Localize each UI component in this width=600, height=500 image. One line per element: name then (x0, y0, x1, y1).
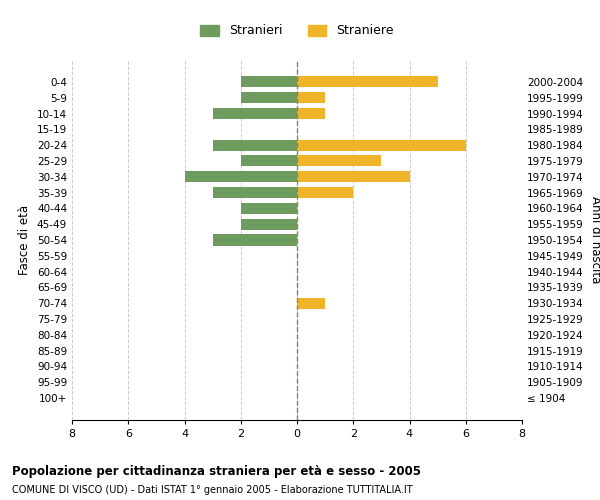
Bar (297, 187, 353, 198)
Bar (241, 218, 297, 230)
Bar (241, 92, 297, 103)
Bar (297, 298, 325, 309)
Bar (185, 171, 297, 182)
Bar (297, 171, 409, 182)
Bar (297, 108, 325, 119)
Bar (297, 156, 382, 166)
Bar (241, 156, 297, 166)
Text: COMUNE DI VISCO (UD) - Dati ISTAT 1° gennaio 2005 - Elaborazione TUTTITALIA.IT: COMUNE DI VISCO (UD) - Dati ISTAT 1° gen… (12, 485, 413, 495)
Bar (212, 108, 297, 119)
Legend: Stranieri, Straniere: Stranieri, Straniere (195, 20, 399, 42)
Text: Popolazione per cittadinanza straniera per età e sesso - 2005: Popolazione per cittadinanza straniera p… (12, 465, 421, 478)
Y-axis label: Fasce di età: Fasce di età (19, 205, 31, 275)
Bar (212, 140, 297, 150)
Bar (212, 187, 297, 198)
Bar (297, 140, 466, 150)
Bar (212, 234, 297, 246)
Bar (241, 203, 297, 214)
Bar (297, 92, 325, 103)
Bar (297, 76, 437, 88)
Bar (241, 76, 297, 88)
Y-axis label: Anni di nascita: Anni di nascita (589, 196, 600, 284)
